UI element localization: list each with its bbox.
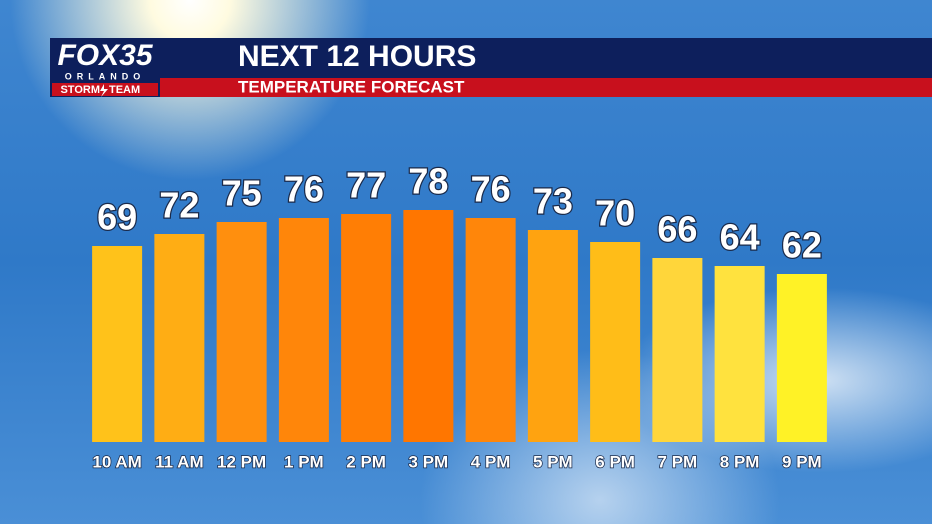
x-tick-label: 6 PM [595,452,635,471]
value-label: 69 [97,197,137,238]
bar [216,222,267,442]
bar [278,218,329,442]
value-label: 77 [346,165,386,206]
chart-title: NEXT 12 HOURS [238,40,476,73]
bar [465,218,516,442]
bar [527,230,578,442]
x-tick-label: 4 PM [471,452,511,471]
x-tick-label: 8 PM [720,452,760,471]
bar [590,242,641,442]
bar [652,258,703,442]
x-tick-label: 2 PM [346,452,386,471]
logo-city: ORLANDO [65,71,146,81]
value-label: 78 [408,161,448,202]
value-label: 62 [782,225,822,266]
x-tick-label: 11 AM [155,452,204,471]
value-label: 70 [595,193,635,234]
bolt-icon [100,84,108,97]
x-tick-label: 9 PM [782,452,822,471]
value-label: 76 [284,169,324,210]
value-label: 75 [222,173,262,214]
x-tick-label: 1 PM [284,452,324,471]
bar [154,234,205,442]
x-tick-label: 3 PM [409,452,449,471]
logo-team: TEAM [109,84,140,96]
x-tick-label: 7 PM [658,452,698,471]
logo-brand: FOX35 [57,39,153,72]
bar [92,246,143,442]
bar [341,214,392,442]
logo-team: STORM [60,84,100,96]
x-tick-label: 5 PM [533,452,573,471]
value-label: 66 [657,209,697,250]
bar [714,266,765,442]
x-tick-label: 10 AM [92,452,141,471]
value-label: 76 [471,169,511,210]
value-label: 73 [533,181,573,222]
value-label: 64 [720,217,760,258]
chart-subtitle: TEMPERATURE FORECAST [238,77,465,96]
bar [776,274,827,442]
value-label: 72 [159,185,199,226]
subtitle-band [160,78,932,97]
x-tick-label: 12 PM [217,452,266,471]
bar [403,210,454,442]
title-band [160,38,932,78]
